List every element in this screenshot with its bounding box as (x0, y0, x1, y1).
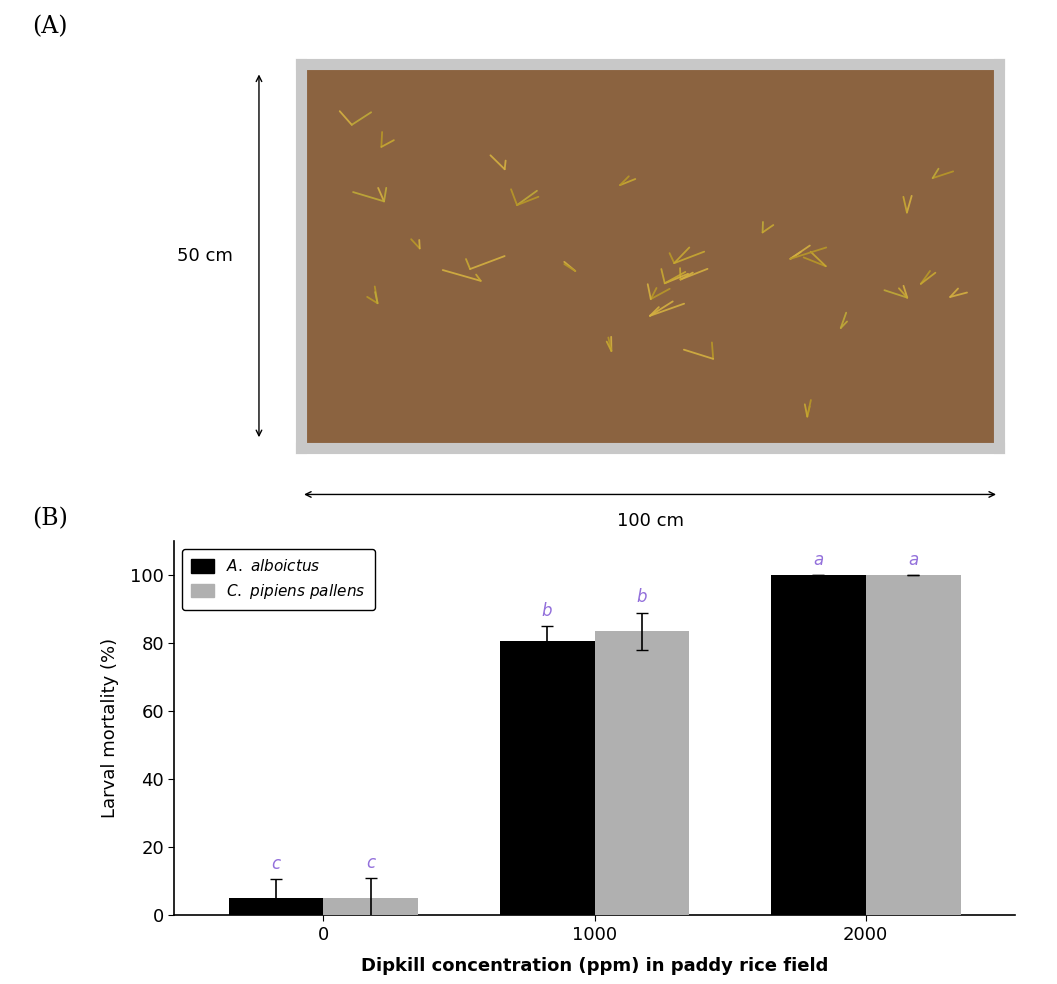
Bar (771, 576, 866, 915)
Text: (A): (A) (32, 15, 68, 37)
Text: (B): (B) (32, 507, 68, 529)
Text: a: a (908, 551, 919, 569)
Bar (228, 898, 323, 915)
Bar (866, 576, 961, 915)
Y-axis label: Larval mortality (%): Larval mortality (%) (101, 638, 119, 819)
Text: b: b (636, 588, 647, 606)
Bar (500, 642, 595, 915)
Text: 100 cm: 100 cm (616, 512, 684, 529)
Legend: $\it{A.\ alboictus}$, $\it{C.\ pipiens\ pallens}$: $\it{A.\ alboictus}$, $\it{C.\ pipiens\ … (182, 549, 375, 610)
Text: c: c (367, 853, 375, 872)
Text: c: c (272, 855, 280, 874)
X-axis label: Dipkill concentration (ppm) in paddy rice field: Dipkill concentration (ppm) in paddy ric… (360, 957, 829, 975)
Bar (595, 632, 689, 915)
Text: 50 cm: 50 cm (177, 247, 233, 265)
Text: b: b (542, 602, 553, 620)
Text: a: a (813, 551, 823, 569)
Bar (323, 898, 419, 915)
